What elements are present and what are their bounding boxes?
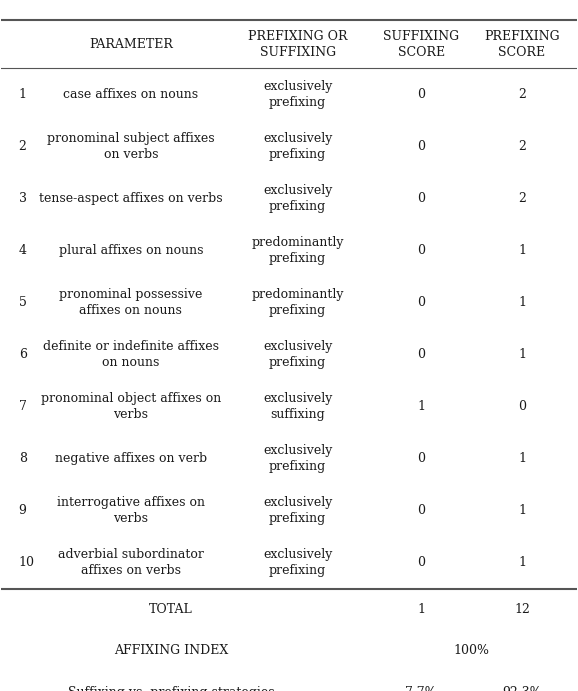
Text: 1: 1 [417,603,425,616]
Text: 5: 5 [18,296,27,309]
Text: exclusively
suffixing: exclusively suffixing [263,392,332,421]
Text: exclusively
prefixing: exclusively prefixing [263,79,332,108]
Text: 0: 0 [417,296,425,309]
Text: interrogative affixes on
verbs: interrogative affixes on verbs [57,496,205,525]
Text: 2: 2 [518,88,526,101]
Text: tense-aspect affixes on verbs: tense-aspect affixes on verbs [39,192,223,205]
Text: AFFIXING INDEX: AFFIXING INDEX [114,644,228,657]
Text: 0: 0 [417,452,425,465]
Text: 0: 0 [417,192,425,205]
Text: 100%: 100% [454,644,490,657]
Text: 0: 0 [417,504,425,518]
Text: 12: 12 [514,603,530,616]
Text: 2: 2 [18,140,27,153]
Text: pronominal subject affixes
on verbs: pronominal subject affixes on verbs [47,132,214,161]
Text: plural affixes on nouns: plural affixes on nouns [58,244,203,257]
Text: TOTAL: TOTAL [149,603,193,616]
Text: pronominal object affixes on
verbs: pronominal object affixes on verbs [40,392,221,421]
Text: 7.7%: 7.7% [406,685,437,691]
Text: 2: 2 [518,140,526,153]
Text: 9: 9 [18,504,27,518]
Text: SUFFIXING
SCORE: SUFFIXING SCORE [383,30,460,59]
Text: 7: 7 [18,400,27,413]
Text: pronominal possessive
affixes on nouns: pronominal possessive affixes on nouns [59,288,202,317]
Text: 1: 1 [518,244,526,257]
Text: adverbial subordinator
affixes on verbs: adverbial subordinator affixes on verbs [58,549,204,578]
Text: 0: 0 [417,556,425,569]
Text: predominantly
prefixing: predominantly prefixing [251,288,344,317]
Text: exclusively
prefixing: exclusively prefixing [263,444,332,473]
Text: 4: 4 [18,244,27,257]
Text: 1: 1 [518,452,526,465]
Text: exclusively
prefixing: exclusively prefixing [263,496,332,525]
Text: predominantly
prefixing: predominantly prefixing [251,236,344,265]
Text: exclusively
prefixing: exclusively prefixing [263,549,332,578]
Text: 6: 6 [18,348,27,361]
Text: 0: 0 [417,348,425,361]
Text: exclusively
prefixing: exclusively prefixing [263,132,332,161]
Text: 92.3%: 92.3% [502,685,542,691]
Text: exclusively
prefixing: exclusively prefixing [263,340,332,369]
Text: 1: 1 [518,348,526,361]
Text: 0: 0 [417,140,425,153]
Text: 10: 10 [18,556,35,569]
Text: negative affixes on verb: negative affixes on verb [55,452,207,465]
Text: 1: 1 [18,88,27,101]
Text: 8: 8 [18,452,27,465]
Text: case affixes on nouns: case affixes on nouns [63,88,198,101]
Text: definite or indefinite affixes
on nouns: definite or indefinite affixes on nouns [43,340,219,369]
Text: Suffixing vs. prefixing strategies: Suffixing vs. prefixing strategies [68,685,275,691]
Text: 1: 1 [518,556,526,569]
Text: 3: 3 [18,192,27,205]
Text: exclusively
prefixing: exclusively prefixing [263,184,332,213]
Text: PREFIXING OR
SUFFIXING: PREFIXING OR SUFFIXING [248,30,347,59]
Text: 1: 1 [417,400,425,413]
Text: 2: 2 [518,192,526,205]
Text: PARAMETER: PARAMETER [89,38,173,50]
Text: 0: 0 [417,88,425,101]
Text: 1: 1 [518,296,526,309]
Text: PREFIXING
SCORE: PREFIXING SCORE [484,30,560,59]
Text: 0: 0 [417,244,425,257]
Text: 1: 1 [518,504,526,518]
Text: 0: 0 [518,400,526,413]
